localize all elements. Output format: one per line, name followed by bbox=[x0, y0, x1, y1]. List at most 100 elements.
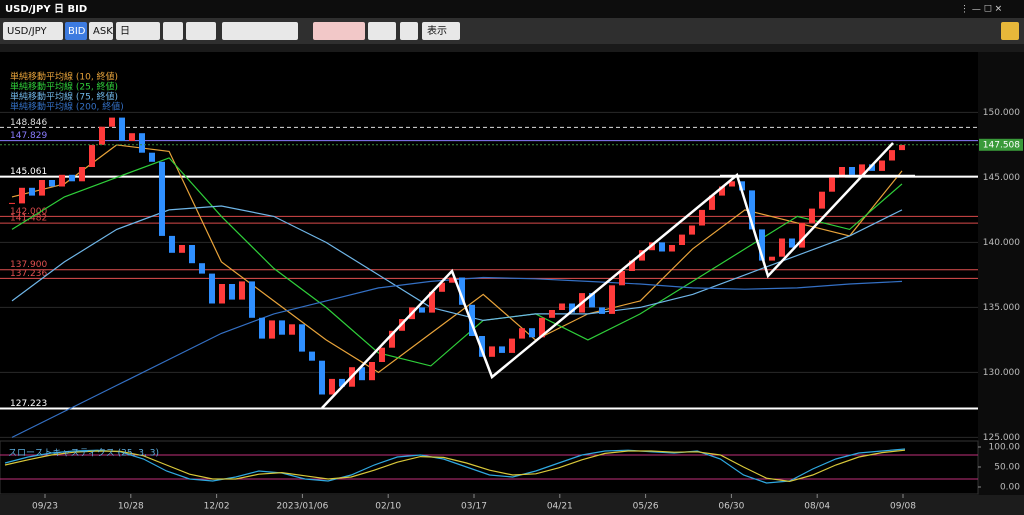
candle bbox=[709, 195, 715, 210]
candle bbox=[119, 117, 125, 141]
x-tick-label: 09/08 bbox=[890, 502, 916, 512]
candle bbox=[99, 126, 105, 145]
menu-icon[interactable]: ⋮ — ☐ ✕ bbox=[960, 5, 1002, 15]
candle bbox=[299, 324, 305, 352]
candle bbox=[139, 133, 145, 153]
tool-button[interactable] bbox=[163, 22, 183, 40]
stoch-line bbox=[4, 448, 906, 484]
window-title: USD/JPY 日 BID bbox=[5, 3, 87, 15]
layout-button[interactable] bbox=[1001, 22, 1019, 40]
level-label: 137.900 bbox=[10, 260, 47, 270]
candle bbox=[489, 346, 495, 357]
candle bbox=[589, 293, 595, 308]
candle bbox=[559, 303, 565, 310]
candle bbox=[289, 324, 295, 335]
candle bbox=[629, 260, 635, 271]
x-tick-label: 2023/01/06 bbox=[276, 502, 328, 512]
moving-average bbox=[11, 157, 903, 367]
x-tick-label: 03/17 bbox=[461, 502, 487, 512]
candle bbox=[609, 285, 615, 314]
bid-text: BID bbox=[68, 26, 86, 37]
candle bbox=[599, 307, 605, 314]
candle bbox=[749, 190, 755, 230]
candle bbox=[319, 360, 325, 395]
candle bbox=[569, 303, 575, 313]
view-button[interactable] bbox=[422, 22, 460, 40]
candle bbox=[419, 307, 425, 313]
candle bbox=[279, 320, 285, 335]
candle bbox=[889, 150, 895, 161]
y-tick-label: 135.000 bbox=[983, 303, 1020, 313]
zigzag-line bbox=[321, 142, 894, 409]
candle bbox=[699, 209, 705, 226]
candle bbox=[189, 245, 195, 264]
candle bbox=[639, 250, 645, 261]
level-label: 137.236 bbox=[10, 269, 47, 279]
symbol-select[interactable] bbox=[3, 22, 63, 40]
draw-button[interactable] bbox=[368, 22, 396, 40]
date-axis bbox=[0, 495, 1024, 515]
candle bbox=[439, 282, 445, 292]
price-axis bbox=[978, 52, 1024, 495]
ask-text: ASK bbox=[93, 26, 113, 37]
candle bbox=[689, 225, 695, 235]
x-tick-label: 06/30 bbox=[718, 502, 744, 512]
candle bbox=[719, 186, 725, 196]
candle bbox=[199, 263, 205, 274]
legend-entry: 単純移動平均線 (10, 終値) bbox=[10, 71, 118, 83]
title-bar bbox=[0, 0, 1024, 18]
period-select[interactable] bbox=[116, 22, 160, 40]
candle bbox=[519, 328, 525, 339]
candle bbox=[29, 187, 35, 196]
candle bbox=[899, 144, 905, 151]
splitter bbox=[0, 44, 1024, 52]
symbol-text: USD/JPY bbox=[7, 26, 47, 37]
stoch-line bbox=[4, 449, 906, 483]
bid-button[interactable] bbox=[65, 22, 87, 40]
tool-button[interactable] bbox=[400, 22, 418, 40]
candle bbox=[539, 317, 545, 338]
candle bbox=[859, 164, 865, 175]
y-tick-label: 150.000 bbox=[983, 108, 1020, 118]
candle bbox=[669, 245, 675, 252]
candle bbox=[339, 378, 345, 387]
current-price-label: 147.508 bbox=[983, 140, 1020, 150]
candle bbox=[49, 180, 55, 187]
tool-group[interactable] bbox=[313, 22, 365, 40]
candle bbox=[659, 242, 665, 252]
candle bbox=[39, 180, 45, 196]
candle bbox=[479, 336, 485, 357]
candle bbox=[359, 367, 365, 381]
candle bbox=[509, 338, 515, 353]
level-label: 145.061 bbox=[10, 167, 47, 177]
y-tick-label: 130.000 bbox=[983, 368, 1020, 378]
candle bbox=[219, 284, 225, 304]
ask-button[interactable] bbox=[89, 22, 113, 40]
tool-button[interactable] bbox=[186, 22, 216, 40]
candle bbox=[809, 208, 815, 223]
tool-group[interactable] bbox=[222, 22, 298, 40]
y-tick-label: 140.000 bbox=[983, 238, 1020, 248]
candle bbox=[449, 277, 455, 283]
x-tick-label: 09/23 bbox=[32, 502, 58, 512]
candle bbox=[229, 284, 235, 300]
level-label: 148.846 bbox=[10, 118, 47, 128]
y-tick-label: 125.000 bbox=[983, 433, 1020, 443]
y-tick-label: 145.000 bbox=[983, 173, 1020, 183]
stoch-title: スローストキャスティクス (25, 3, 3) bbox=[8, 448, 159, 459]
candle bbox=[69, 174, 75, 182]
candle bbox=[529, 328, 535, 338]
level-label: 147.829 bbox=[10, 131, 47, 141]
candle bbox=[779, 238, 785, 257]
candle bbox=[729, 181, 735, 187]
stoch-tick-label: 50.00 bbox=[994, 463, 1020, 473]
candle bbox=[679, 234, 685, 245]
candle bbox=[249, 281, 255, 318]
candle bbox=[839, 167, 845, 178]
legend-entry: 単純移動平均線 (200, 終値) bbox=[10, 101, 124, 113]
candle bbox=[739, 181, 745, 191]
candle bbox=[759, 229, 765, 261]
candle bbox=[849, 167, 855, 175]
moving-average bbox=[11, 276, 903, 438]
